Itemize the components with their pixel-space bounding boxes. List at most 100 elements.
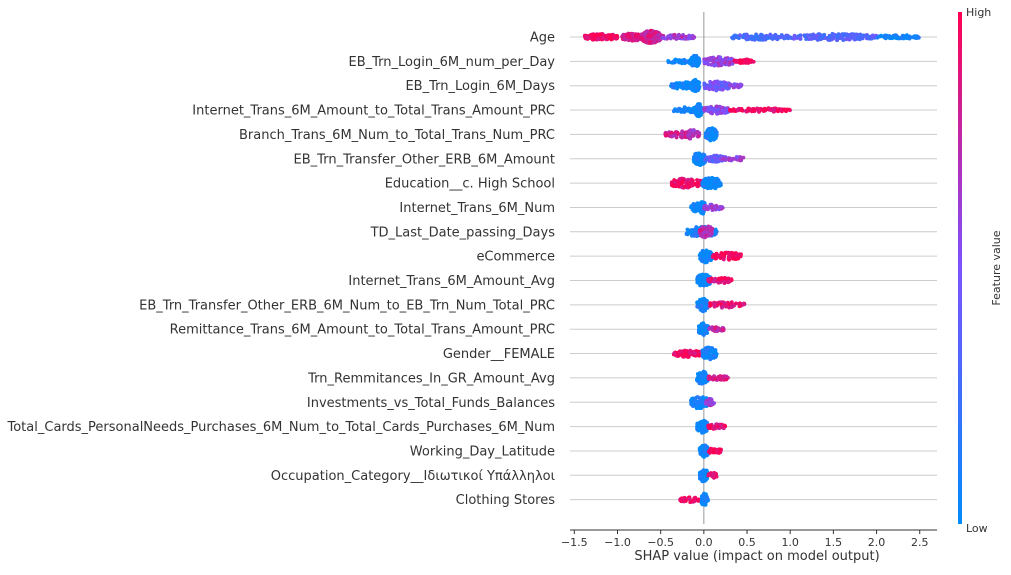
shap-point [703,178,708,183]
shap-point [671,59,676,64]
feature-label: Occupation_Category__Ιδιωτικοί Υπάλληλοι [271,469,555,484]
shap-point [689,205,693,210]
shap-point [711,60,716,64]
shap-point [747,108,752,113]
shap-point [679,58,684,63]
shap-point [689,84,694,89]
shap-point [724,377,729,382]
shap-point [768,33,773,38]
shap-point [710,159,715,163]
shap-point [701,181,705,186]
shap-point [683,353,687,358]
shap-point [695,402,700,406]
shap-point [691,56,696,61]
shap-point [709,398,714,403]
shap-point [721,84,726,89]
shap-point [698,159,703,164]
shap-point [704,182,709,187]
shap-point [696,134,701,138]
shap-point [693,351,697,356]
shap-point [687,497,692,502]
shap-point [715,79,720,84]
feature-label: Gender__FEMALE [443,347,555,362]
x-tick-label: 0.5 [738,536,756,549]
shap-point [713,276,717,281]
x-tick-label: −1.5 [561,536,588,549]
shap-point [716,183,721,187]
shap-point [726,250,731,255]
shap-point [672,351,677,356]
shap-point [673,130,678,135]
shap-point [679,181,683,185]
shap-point [700,443,705,448]
shap-point [734,60,738,64]
shap-point [730,256,735,261]
shap-point [695,111,699,116]
shap-point [858,33,862,38]
shap-point [867,36,871,41]
shap-points [582,28,921,507]
shap-point [711,106,716,111]
shap-point [712,302,717,306]
shap-point [704,428,708,433]
shap-point [678,498,683,503]
shap-point [711,353,716,358]
shap-point [710,126,715,130]
shap-point [703,479,707,483]
shap-point [732,34,736,39]
shap-point [691,63,696,68]
shap-point [702,421,707,426]
feature-label: Clothing Stores [456,493,556,508]
shap-point [698,102,702,107]
shap-point [748,36,753,41]
shap-point [713,155,717,160]
shap-point [695,56,700,61]
shap-point [698,330,703,335]
shap-point [675,58,680,63]
shap-point [714,136,718,140]
shap-point [756,36,761,40]
shap-point [783,36,787,40]
shap-point [669,130,674,135]
shap-point [720,106,725,110]
shap-point [696,423,701,428]
shap-point [672,109,676,114]
feature-label: Investments_vs_Total_Funds_Balances [307,396,555,411]
shap-point [682,184,687,189]
shap-point [701,309,705,313]
feature-label: EB_Trn_Transfer_Other_ERB_6M_Amount [294,152,555,167]
shap-point [697,131,702,135]
shap-point [688,136,693,141]
shap-point [710,111,714,116]
shap-point [721,304,726,308]
shap-point [708,425,713,430]
x-tick-label: 0.0 [695,536,713,549]
shap-point [709,180,714,185]
colorbar: High Low Feature value [958,6,1003,535]
shap-point [844,32,849,37]
shap-point [749,60,753,64]
shap-point [778,35,783,40]
feature-label: TD_Last_Date_passing_Days [370,225,556,240]
shap-point [700,349,705,354]
shap-point [721,257,726,262]
shap-point [699,251,703,256]
shap-point [695,304,700,309]
shap-point [761,107,766,111]
shap-point [705,420,709,425]
shap-point [792,34,797,39]
shap-point [756,109,761,113]
feature-label: Total_Cards_PersonalNeeds_Purchases_6M_N… [7,420,556,435]
shap-point [696,277,701,281]
shap-point [727,157,731,162]
shap-point [744,57,749,62]
shap-point [679,35,684,39]
feature-label: Education__c. High School [385,177,555,192]
shap-point [809,36,813,41]
x-tick-label: 2.0 [868,536,886,549]
shap-point [797,33,802,38]
shap-point [698,113,703,117]
shap-point [827,37,832,42]
